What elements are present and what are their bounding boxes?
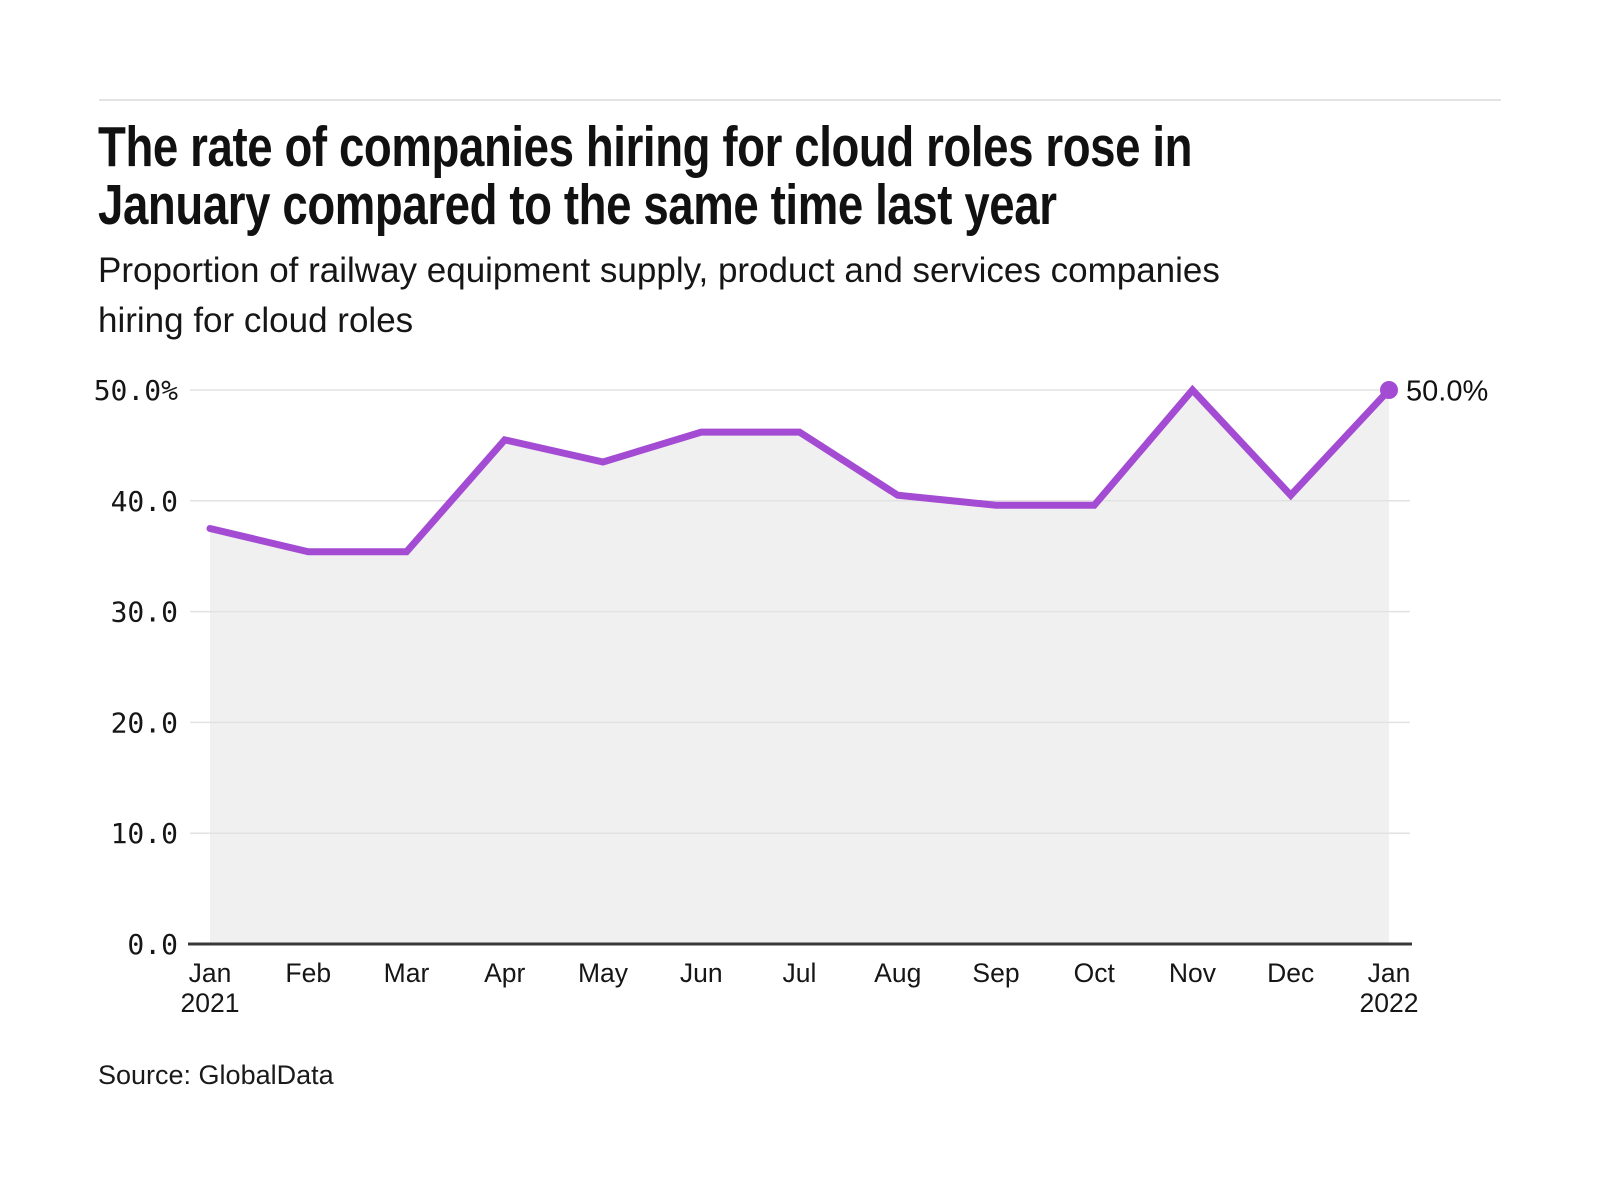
- subtitle-line-1: Proportion of railway equipment supply, …: [98, 251, 1220, 290]
- y-tick-label-20: 20.0: [111, 706, 178, 739]
- x-tick-label-6: Jul: [783, 958, 817, 988]
- x-tick-label-5: Jun: [680, 958, 723, 988]
- chart-subtitle: Proportion of railway equipment supply, …: [98, 246, 1220, 346]
- x-tick-label-10: Nov: [1169, 958, 1217, 988]
- x-tick-label-12: Jan: [1368, 958, 1411, 988]
- x-tick-label-2: Mar: [384, 958, 430, 988]
- title-line-1: The rate of companies hiring for cloud r…: [98, 115, 1193, 179]
- top-divider: [99, 99, 1501, 101]
- end-point-dot: [1380, 381, 1398, 399]
- y-tick-label-40: 40.0: [111, 485, 178, 518]
- subtitle-line-2: hiring for cloud roles: [98, 301, 414, 340]
- x-tick-label-3: Apr: [484, 958, 525, 988]
- x-tick-label-9: Oct: [1074, 958, 1116, 988]
- x-tick-label-4: May: [578, 958, 629, 988]
- x-tick-label-8: Sep: [972, 958, 1019, 988]
- x-tick-label-11: Dec: [1267, 958, 1314, 988]
- y-tick-label-10: 10.0: [111, 817, 178, 850]
- source-caption: Source: GlobalData: [98, 1060, 334, 1090]
- y-tick-label-50: 50.0%: [94, 374, 178, 407]
- title-line-2: January compared to the same time last y…: [98, 173, 1057, 237]
- end-annotation: 50.0%: [1406, 376, 1488, 408]
- x-tick-label-1: Feb: [285, 958, 331, 988]
- chart-area-fill: [210, 390, 1389, 944]
- data-line: [206, 384, 1393, 556]
- x-tick-year-12: 2022: [1360, 988, 1419, 1018]
- x-tick-label-0: Jan: [189, 958, 232, 988]
- y-tick-label-30: 30.0: [111, 596, 178, 629]
- x-tick-year-0: 2021: [181, 988, 240, 1018]
- y-tick-label-0: 0.0: [127, 928, 178, 961]
- x-tick-label-7: Aug: [874, 958, 921, 988]
- page-title: The rate of companies hiring for cloud r…: [98, 118, 1192, 234]
